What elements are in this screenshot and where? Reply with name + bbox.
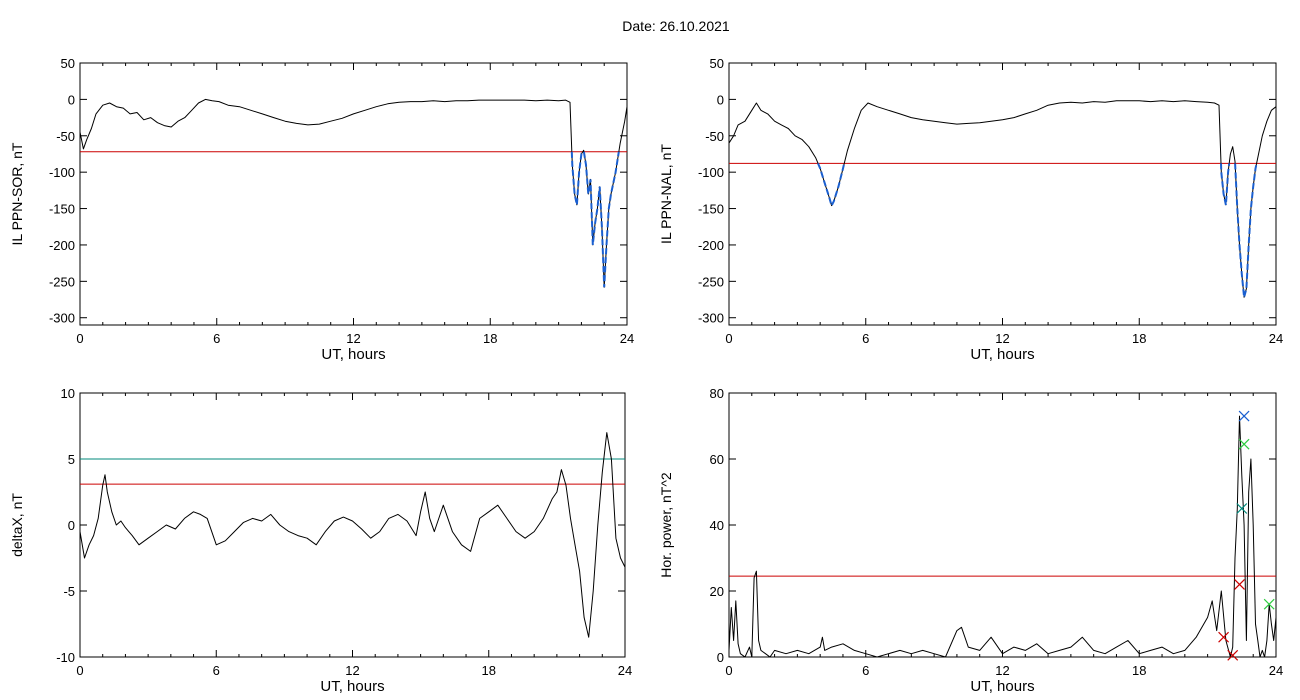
chart-panel-4: 0 6 12 18 24 80 60 40 20 0 UT, hours Hor. power, nT… <box>658 386 1283 695</box>
y-tick-label: -100 <box>698 165 724 180</box>
x-tick-label: 0 <box>725 331 732 346</box>
x-tick-label: 24 <box>1269 331 1283 346</box>
y-tick-label: 10 <box>61 386 75 401</box>
figure-title: Date: 26.10.2021 <box>622 18 730 34</box>
y-tick-label: 40 <box>710 518 724 533</box>
below-threshold-segment <box>570 151 584 206</box>
y-tick-label: -100 <box>49 165 75 180</box>
y-tick-label: 50 <box>61 56 75 71</box>
y-tick-label: -150 <box>49 202 75 217</box>
plot-frame <box>728 62 1277 326</box>
y-tick-label: 0 <box>717 650 724 665</box>
y-tick-label: -200 <box>698 238 724 253</box>
plot-frame <box>728 392 1277 658</box>
x-tick-label: 18 <box>1132 663 1146 678</box>
x-marker <box>1238 438 1250 450</box>
plot-frame <box>79 392 626 658</box>
x-tick-label: 24 <box>620 331 634 346</box>
y-tick-label: -5 <box>63 584 75 599</box>
y-tick-label: 5 <box>68 452 75 467</box>
x-tick-label: 6 <box>213 663 220 678</box>
x-axis-label: UT, hours <box>970 346 1034 363</box>
x-tick-label: 6 <box>862 331 869 346</box>
below-threshold-segment <box>582 151 620 288</box>
y-axis-label: deltaX, nT <box>9 493 25 557</box>
x-tick-label: 18 <box>483 331 497 346</box>
x-tick-label: 18 <box>1132 331 1146 346</box>
x-marker <box>1234 578 1245 590</box>
chart-panel-3: 0 6 12 18 24 10 5 0 -5 -10 UT, hours deltaX, nT <box>9 386 632 695</box>
y-tick-label: -300 <box>49 311 75 326</box>
below-threshold-segment <box>817 163 846 209</box>
x-marker <box>1236 503 1248 514</box>
y-tick-label: 0 <box>68 518 75 533</box>
y-axis-label: Hor. power, nT^2 <box>658 472 674 578</box>
y-axis-label: IL PPN-SOR, nT <box>9 142 25 245</box>
y-tick-label: 0 <box>68 92 75 107</box>
x-marker <box>1263 598 1275 610</box>
y-tick-label: 60 <box>710 452 724 467</box>
chart-panel-2: 0 6 12 18 24 50 0 -50 -100 -150 -200 -250 -300 UT, ho… <box>658 56 1283 363</box>
below-threshold-segment <box>1220 163 1231 206</box>
x-marker <box>1227 649 1239 661</box>
y-tick-label: -50 <box>56 129 75 144</box>
below-threshold-segment <box>1234 163 1258 298</box>
y-tick-label: -300 <box>698 311 724 326</box>
x-tick-label: 12 <box>995 331 1009 346</box>
y-tick-label: 20 <box>710 584 724 599</box>
x-tick-label: 6 <box>213 331 220 346</box>
series-line-1 <box>729 415 1276 657</box>
y-tick-label: 0 <box>717 92 724 107</box>
series-line-1 <box>80 432 625 638</box>
y-tick-label: 80 <box>710 386 724 401</box>
series-line-1 <box>80 98 627 288</box>
y-tick-label: -200 <box>49 238 75 253</box>
y-tick-label: -50 <box>705 129 724 144</box>
x-tick-label: 12 <box>346 331 360 346</box>
x-tick-label: 0 <box>76 663 83 678</box>
x-tick-label: 0 <box>76 331 83 346</box>
y-axis-label: IL PPN-NAL, nT <box>658 144 674 244</box>
y-tick-label: -250 <box>698 274 724 289</box>
y-tick-label: 50 <box>710 56 724 71</box>
x-tick-label: 24 <box>1269 663 1283 678</box>
chart-panel-1: 0 6 12 18 24 50 0 -50 -100 -150 -200 -250 -300 UT, ho… <box>9 56 634 363</box>
x-marker <box>1238 410 1250 422</box>
x-axis-label: UT, hours <box>321 346 385 363</box>
x-tick-label: 24 <box>618 663 632 678</box>
x-tick-label: 12 <box>345 663 359 678</box>
x-axis-label: UT, hours <box>970 678 1034 695</box>
x-tick-label: 18 <box>482 663 496 678</box>
y-tick-label: -250 <box>49 274 75 289</box>
series-line-1 <box>729 100 1276 298</box>
plot-frame <box>79 62 628 326</box>
x-marker <box>1218 631 1230 643</box>
y-tick-label: -150 <box>698 202 724 217</box>
x-tick-label: 0 <box>725 663 732 678</box>
x-axis-label: UT, hours <box>320 678 384 695</box>
x-tick-label: 6 <box>862 663 869 678</box>
y-tick-label: -10 <box>56 650 75 665</box>
x-tick-label: 12 <box>995 663 1009 678</box>
